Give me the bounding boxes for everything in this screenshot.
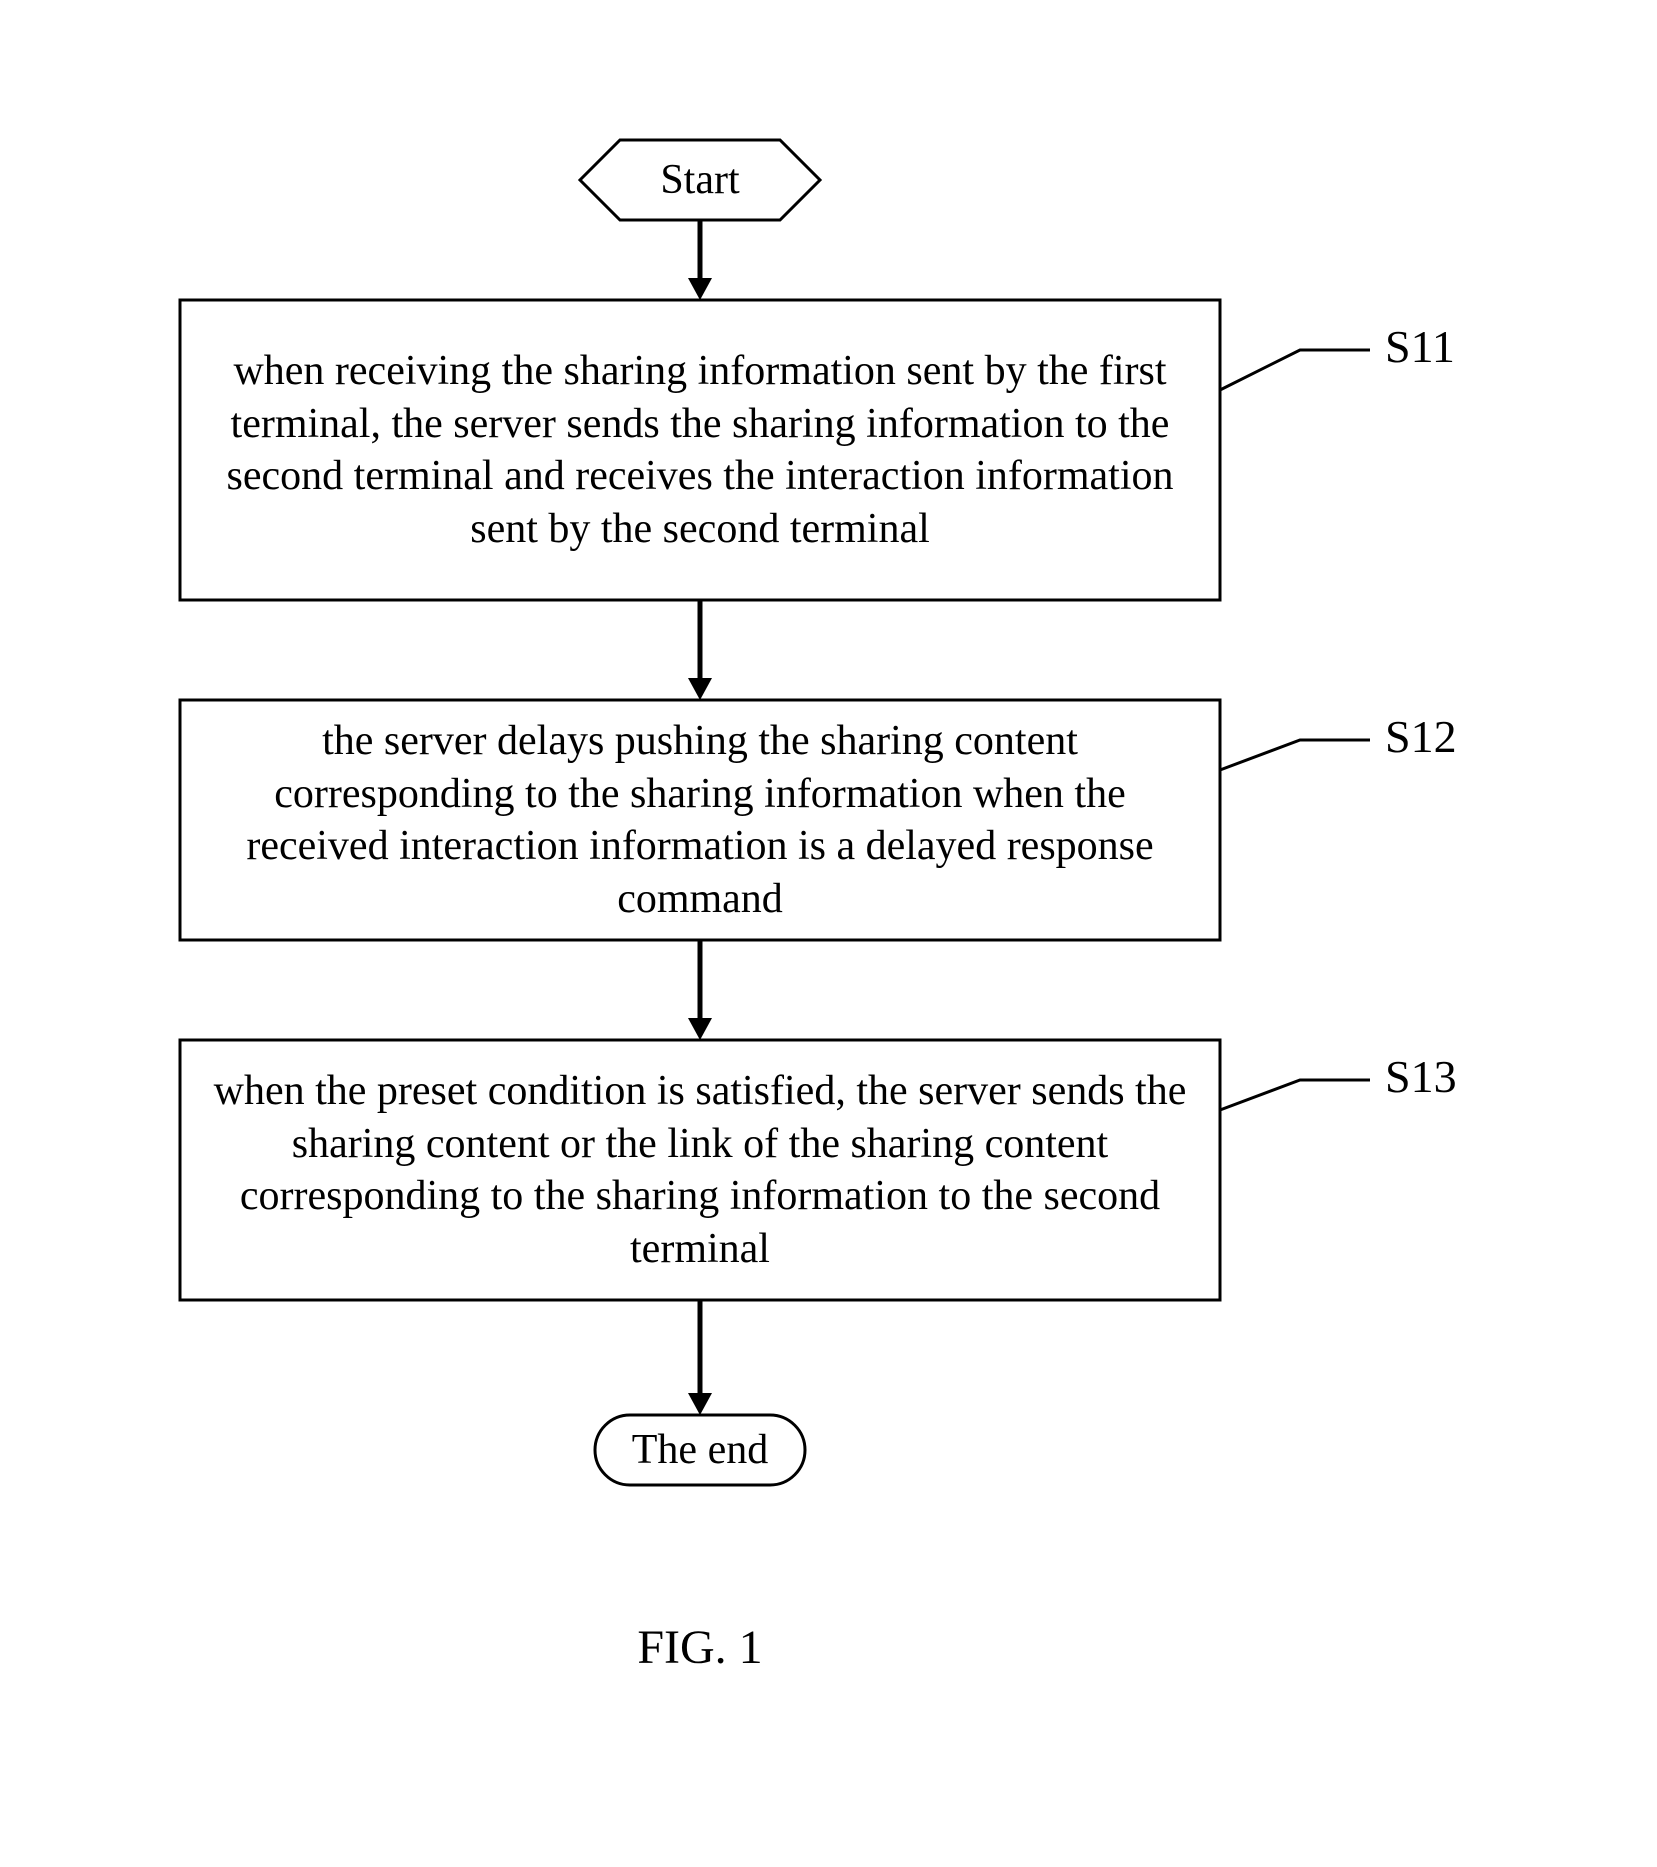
flowchart-canvas: Start when receiving the sharing informa…: [0, 0, 1657, 1867]
figure-caption: FIG. 1: [620, 1620, 780, 1675]
arrowhead-4: [688, 1393, 712, 1415]
start-text: Start: [580, 140, 820, 220]
label-s11: S11: [1385, 320, 1455, 373]
callout-s11: [1220, 350, 1370, 390]
arrowhead-1: [688, 278, 712, 300]
callout-s13: [1220, 1080, 1370, 1110]
label-s12: S12: [1385, 710, 1457, 763]
arrowhead-3: [688, 1018, 712, 1040]
step-s13-text: when the preset condition is satisfied, …: [200, 1040, 1200, 1300]
step-s12-text: the server delays pushing the sharing co…: [200, 700, 1200, 940]
arrowhead-2: [688, 678, 712, 700]
end-text: The end: [595, 1415, 805, 1485]
step-s11-text: when receiving the sharing information s…: [200, 300, 1200, 600]
label-s13: S13: [1385, 1050, 1457, 1103]
callout-s12: [1220, 740, 1370, 770]
